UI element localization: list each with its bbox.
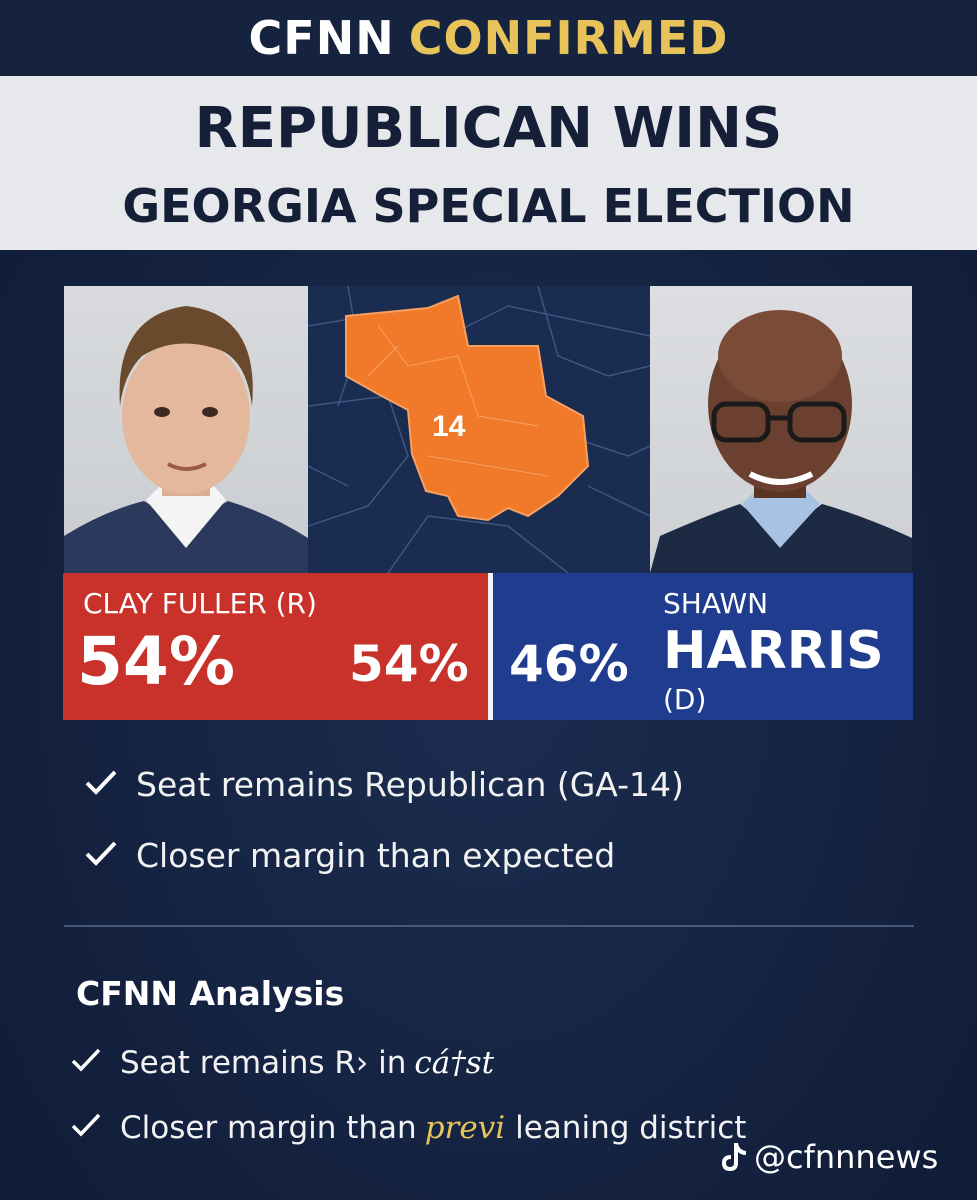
bullet-seat-remains: Seat remains Republican (GA-14) (84, 765, 684, 804)
portrait-illustration (64, 306, 308, 573)
results-bar: CLAY FULLER (R) 54% 54% 46% SHAWN HARRIS… (63, 573, 913, 720)
republican-candidate-photo (64, 286, 308, 573)
republican-percent: 54% (77, 623, 235, 700)
analysis-item-text: Closer margin than (120, 1110, 417, 1146)
checkmark-icon (84, 836, 118, 875)
democratic-party: (D) (663, 683, 707, 716)
bullet-closer-margin: Closer margin than expected (84, 836, 615, 875)
analysis-title: CFNN Analysis (76, 974, 345, 1013)
bullet-text: Closer margin than expected (136, 836, 616, 875)
democratic-last-name: HARRIS (663, 621, 884, 681)
analysis-item-1: Seat remains R› in cá†st (70, 1045, 494, 1081)
headline-line-1: REPUBLICAN WINS (194, 96, 783, 161)
watermark-handle: @cfnnnews (754, 1138, 939, 1176)
democratic-percent: 46% (509, 635, 629, 693)
georgia-district-map: 14 (308, 286, 650, 573)
democratic-first-name: SHAWN (663, 587, 769, 620)
democratic-candidate-photo (650, 286, 912, 573)
bullet-text: Seat remains Republican (GA-14) (136, 765, 684, 804)
headline-line-2: GEORGIA SPECIAL ELECTION (122, 179, 855, 233)
confirmed-tag: CONFIRMED (408, 11, 729, 65)
analysis-item-text: Seat remains R› in (120, 1045, 407, 1081)
district-number: 14 (432, 410, 466, 443)
district-map: 14 (308, 286, 650, 573)
top-banner: CFNN CONFIRMED (0, 0, 977, 76)
headline-panel: REPUBLICAN WINS GEORGIA SPECIAL ELECTION (0, 76, 977, 250)
democratic-result: 46% SHAWN HARRIS (D) (493, 573, 913, 720)
republican-percent-repeat: 54% (349, 635, 469, 693)
analysis-handwritten: previ (424, 1110, 506, 1146)
checkmark-icon (70, 1110, 102, 1146)
checkmark-icon (84, 765, 118, 804)
republican-result: CLAY FULLER (R) 54% 54% (63, 573, 488, 720)
district-14-shape (345, 294, 590, 522)
portrait-illustration-right (650, 310, 912, 573)
result-divider (488, 573, 493, 720)
analysis-item-suffix: leaning district (515, 1110, 747, 1146)
section-divider (64, 925, 914, 927)
tiktok-icon (722, 1143, 746, 1171)
watermark: @cfnnnews (718, 1138, 938, 1176)
brand-name: CFNN (248, 11, 395, 65)
analysis-handwritten: cá†st (414, 1045, 495, 1081)
analysis-item-2: Closer margin than previ leaning distric… (70, 1110, 746, 1146)
republican-name: CLAY FULLER (R) (83, 587, 317, 620)
checkmark-icon (70, 1045, 102, 1081)
